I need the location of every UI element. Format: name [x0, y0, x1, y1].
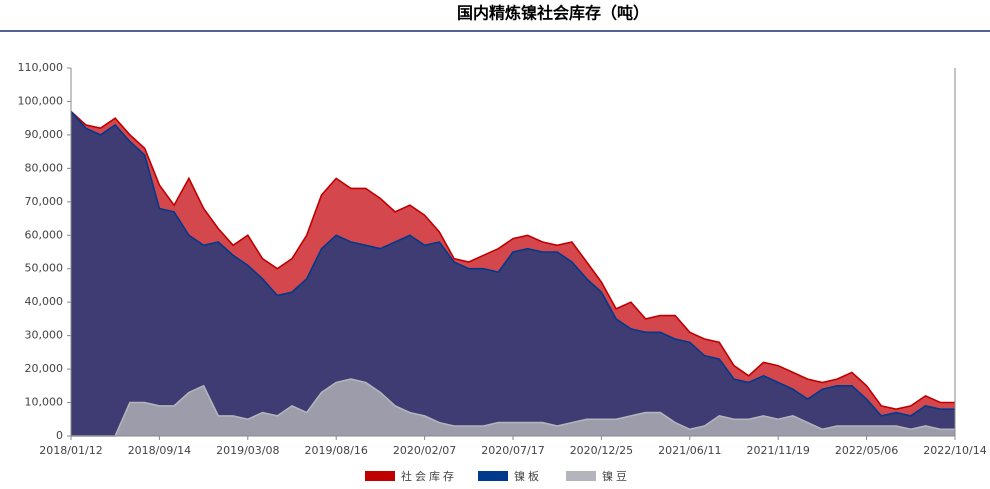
area-line — [70, 110, 955, 411]
y-tick-label: 10,000 — [25, 396, 64, 409]
x-tick-label: 2021/06/11 — [658, 444, 721, 457]
legend-label: 镍板 — [514, 469, 542, 483]
area — [71, 379, 955, 436]
legend-label: 镍豆 — [602, 469, 630, 483]
y-tick-label: 30,000 — [25, 329, 64, 342]
x-tick-label: 2022/05/06 — [835, 444, 898, 457]
x-tick-label: 2020/12/25 — [570, 444, 633, 457]
x-tick-label: 2019/03/08 — [216, 444, 279, 457]
y-tick-label: 0 — [56, 429, 63, 442]
area — [71, 111, 955, 436]
x-tick-label: 2018/09/14 — [128, 444, 191, 457]
x-tick-label: 2020/07/17 — [481, 444, 544, 457]
x-tick-label: 2018/01/12 — [39, 444, 102, 457]
x-tick-label: 2019/08/16 — [304, 444, 367, 457]
y-tick-label: 90,000 — [25, 128, 64, 141]
y-tick-label: 20,000 — [25, 362, 64, 375]
y-tick-label: 80,000 — [25, 161, 64, 174]
area-line — [71, 378, 955, 437]
legend-label: 社会库存 — [401, 469, 457, 483]
y-tick-label: 50,000 — [25, 262, 64, 275]
legend-swatch — [478, 471, 508, 481]
area-line — [70, 110, 955, 417]
legend-swatch — [566, 471, 596, 481]
y-tick-label: 60,000 — [25, 228, 64, 241]
x-tick-label: 2021/11/19 — [746, 444, 809, 457]
x-tick-label: 2022/10/14 — [923, 444, 986, 457]
y-tick-label: 100,000 — [18, 94, 64, 107]
legend-swatch — [365, 471, 395, 481]
y-tick-label: 40,000 — [25, 295, 64, 308]
y-tick-label: 70,000 — [25, 195, 64, 208]
y-tick-label: 110,000 — [18, 61, 64, 74]
chart-title: 国内精炼镍社会库存（吨） — [457, 4, 649, 23]
x-tick-label: 2020/02/07 — [393, 444, 456, 457]
